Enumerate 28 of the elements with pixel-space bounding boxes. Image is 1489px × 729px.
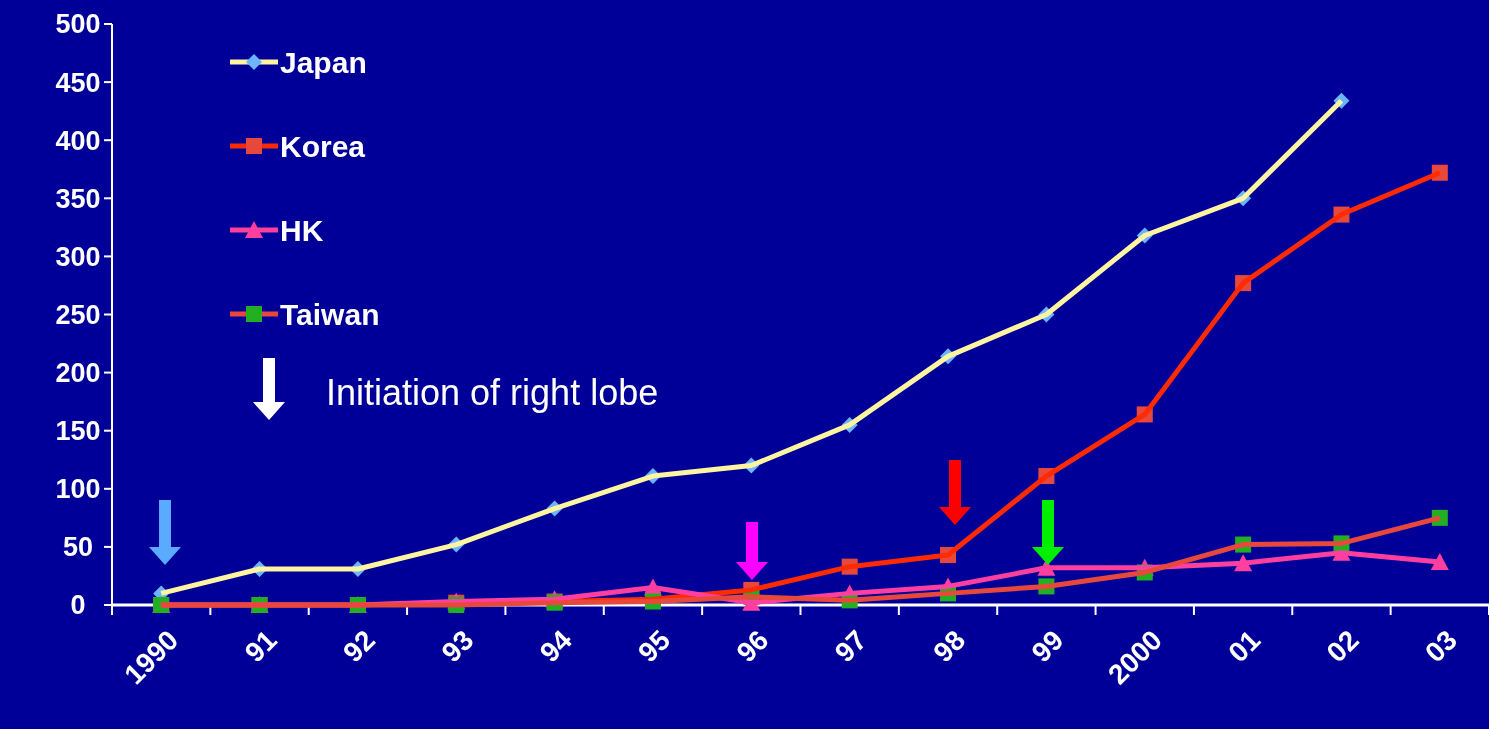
annotation: Initiation of right lobe: [326, 371, 659, 413]
x-tick-label: 03: [1419, 624, 1463, 669]
x-tick-label: 98: [927, 624, 972, 669]
x-tick-label: 02: [1320, 624, 1365, 669]
y-tick-label: 0: [70, 590, 86, 621]
y-tick-label: 150: [55, 416, 101, 447]
x-tick-label: 94: [533, 623, 579, 669]
x-tick-label: 93: [435, 624, 480, 669]
y-tick-label: 300: [55, 241, 101, 272]
y-tick-label: 100: [55, 474, 101, 505]
y-tick-label: 500: [55, 9, 101, 40]
x-tick-label: 92: [337, 624, 382, 669]
x-tick-label: 91: [238, 624, 283, 669]
x-tick-label: 01: [1222, 624, 1267, 669]
legend-label: Japan: [280, 45, 367, 79]
legend-label: Taiwan: [280, 297, 380, 331]
y-tick-label: 250: [55, 299, 101, 330]
x-tick-label: 99: [1025, 624, 1070, 669]
x-tick-label: 97: [828, 624, 873, 669]
x-tick-label: 95: [632, 624, 677, 669]
x-tick-label: 96: [730, 624, 775, 669]
legend-label: Korea: [280, 129, 366, 163]
y-tick-label: 450: [55, 67, 101, 98]
y-tick-label: 350: [55, 183, 101, 214]
legend-label: HK: [280, 213, 324, 247]
y-tick-label: 400: [55, 125, 101, 156]
y-tick-label: 50: [62, 532, 94, 563]
y-tick-label: 200: [55, 358, 101, 389]
